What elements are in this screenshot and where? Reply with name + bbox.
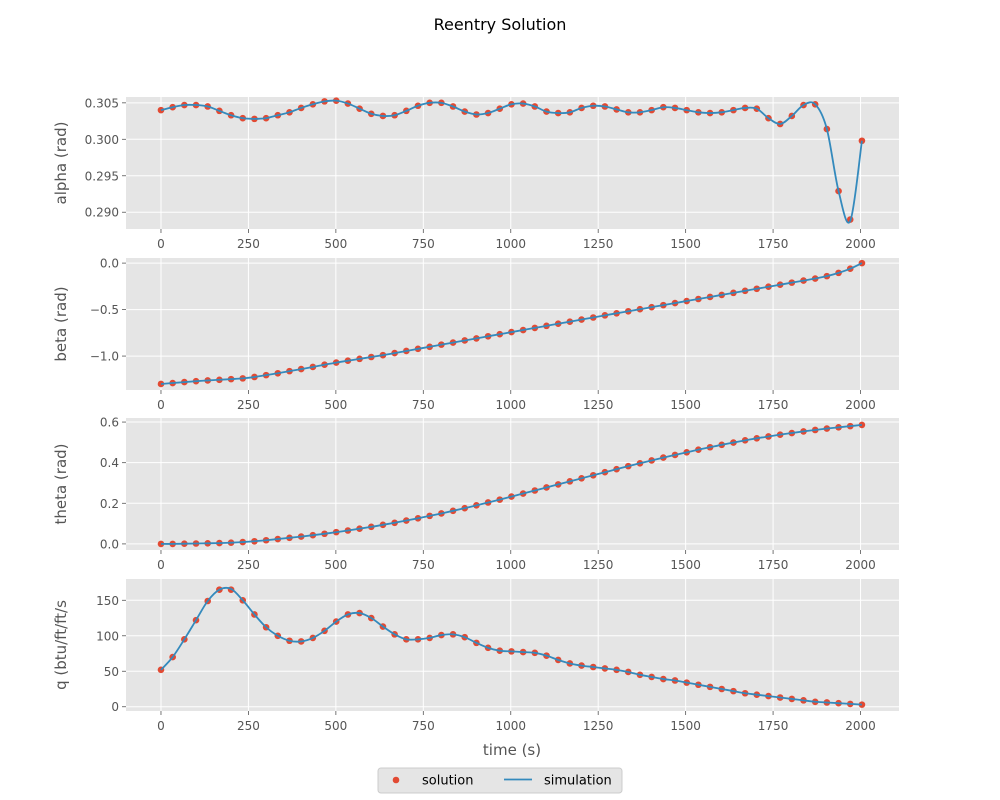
q-x-tick-label-0: 0: [157, 719, 165, 733]
beta-x-tick-label-7: 1750: [758, 398, 789, 412]
q-x-tick-label-5: 1250: [583, 719, 614, 733]
theta-solution-point-60: [858, 421, 866, 429]
alpha-x-tick-label-7: 1750: [758, 237, 789, 251]
beta-x-tick-label-0: 0: [157, 398, 165, 412]
theta-x-tick-label-0: 0: [157, 558, 165, 572]
q-simulation-line: [160, 586, 862, 706]
theta-x-tick-label-1: 250: [237, 558, 260, 572]
q-data: [157, 586, 866, 708]
theta-simulation-line: [160, 424, 863, 545]
beta-solution-point-60: [858, 259, 866, 267]
theta-y-tick-label-2: 0.4: [100, 456, 119, 470]
legend: solution simulation: [377, 767, 623, 794]
alpha-y-axis-label: alpha (rad): [52, 122, 70, 205]
alpha-x-tick-label-0: 0: [157, 237, 165, 251]
alpha-x-tick-label-4: 1000: [495, 237, 526, 251]
theta-x-tick-label-3: 750: [412, 558, 435, 572]
theta-x-tick-label-7: 1750: [758, 558, 789, 572]
theta-y-tick-label-3: 0.6: [100, 416, 119, 430]
theta-x-tick-label-5: 1250: [583, 558, 614, 572]
theta-plot-area: [126, 418, 899, 550]
legend-solution-marker: [392, 776, 400, 784]
beta-x-tick-label-6: 1500: [670, 398, 701, 412]
theta-y-axis-label: theta (rad): [52, 443, 70, 524]
alpha-solution-point-0: [157, 106, 165, 114]
alpha-x-tick-label-8: 2000: [845, 237, 876, 251]
alpha-x-tick-label-1: 250: [237, 237, 260, 251]
alpha-x-tick-label-6: 1500: [670, 237, 701, 251]
beta-x-tick-label-5: 1250: [583, 398, 614, 412]
legend-simulation-label: simulation: [544, 774, 612, 789]
q-x-tick-label-3: 750: [412, 719, 435, 733]
q-y-tick-label-1: 50: [104, 665, 119, 679]
beta-panel: 0 250 500 750 1000 1250 1500 1750 2000 −1.0 −0.5 0.…: [52, 257, 899, 412]
q-y-tick-label-3: 150: [96, 594, 119, 608]
legend-box: [377, 767, 623, 794]
beta-plot-area: [126, 258, 899, 390]
theta-y-tick-label-0: 0.0: [100, 537, 119, 551]
alpha-x-tick-label-5: 1250: [583, 237, 614, 251]
q-plot-area: [126, 579, 899, 711]
legend-solution-label: solution: [422, 774, 473, 789]
beta-x-tick-label-4: 1000: [495, 398, 526, 412]
q-y-tick-label-2: 100: [96, 629, 119, 643]
alpha-x-tick-label-2: 500: [324, 237, 347, 251]
beta-x-tick-label-1: 250: [237, 398, 260, 412]
q-x-tick-label-8: 2000: [845, 719, 876, 733]
beta-y-tick-label-0: −1.0: [90, 350, 119, 364]
beta-x-tick-label-3: 750: [412, 398, 435, 412]
alpha-y-tick-label-2: 0.300: [85, 133, 119, 147]
theta-solution-point-0: [157, 540, 165, 548]
alpha-panel: 0 250 500 750 1000 1250 1500 1750 2000 0.290 0.295…: [52, 96, 899, 251]
theta-x-tick-label-2: 500: [324, 558, 347, 572]
q-x-tick-label-6: 1500: [670, 719, 701, 733]
q-solution-point-60: [858, 701, 866, 708]
alpha-y-tick-label-3: 0.305: [85, 96, 119, 110]
theta-x-tick-label-4: 1000: [495, 558, 526, 572]
theta-y-tick-label-1: 0.2: [100, 497, 119, 511]
alpha-x-tick-label-3: 750: [412, 237, 435, 251]
theta-panel: 0 250 500 750 1000 1250 1500 1750 2000 0.0 0.2 0.4 0…: [52, 416, 899, 572]
x-axis-label: time (s): [483, 741, 541, 759]
q-x-tick-label-1: 250: [237, 719, 260, 733]
alpha-y-tick-label-0: 0.290: [85, 206, 119, 220]
theta-x-tick-label-6: 1500: [670, 558, 701, 572]
q-x-tick-label-4: 1000: [495, 719, 526, 733]
beta-y-tick-label-2: 0.0: [100, 257, 119, 271]
theta-x-tick-label-8: 2000: [845, 558, 876, 572]
beta-x-tick-label-8: 2000: [845, 398, 876, 412]
beta-simulation-line: [160, 262, 863, 385]
q-x-tick-label-7: 1750: [758, 719, 789, 733]
alpha-data: [157, 97, 866, 224]
q-panel: 0 250 500 750 1000 1250 1500 1750 2000 0 50 100 150 q…: [52, 579, 899, 733]
beta-y-tick-label-1: −0.5: [90, 303, 119, 317]
q-y-axis-label: q (btu/ft/ft/s: [52, 600, 70, 690]
beta-x-tick-label-2: 500: [324, 398, 347, 412]
alpha-solution-point-60: [858, 137, 866, 145]
beta-y-axis-label: beta (rad): [52, 286, 70, 361]
q-x-tick-label-2: 500: [324, 719, 347, 733]
q-y-tick-label-0: 0: [111, 700, 119, 714]
beta-data: [157, 259, 866, 388]
subplots: 0 250 500 750 1000 1250 1500 1750 20000.2900.295…: [52, 96, 899, 733]
theta-data: [157, 421, 866, 548]
figure-title: Reentry Solution: [434, 15, 567, 34]
beta-solution-point-0: [157, 380, 165, 388]
alpha-simulation-line: [160, 99, 863, 224]
alpha-y-tick-label-1: 0.295: [85, 169, 119, 183]
